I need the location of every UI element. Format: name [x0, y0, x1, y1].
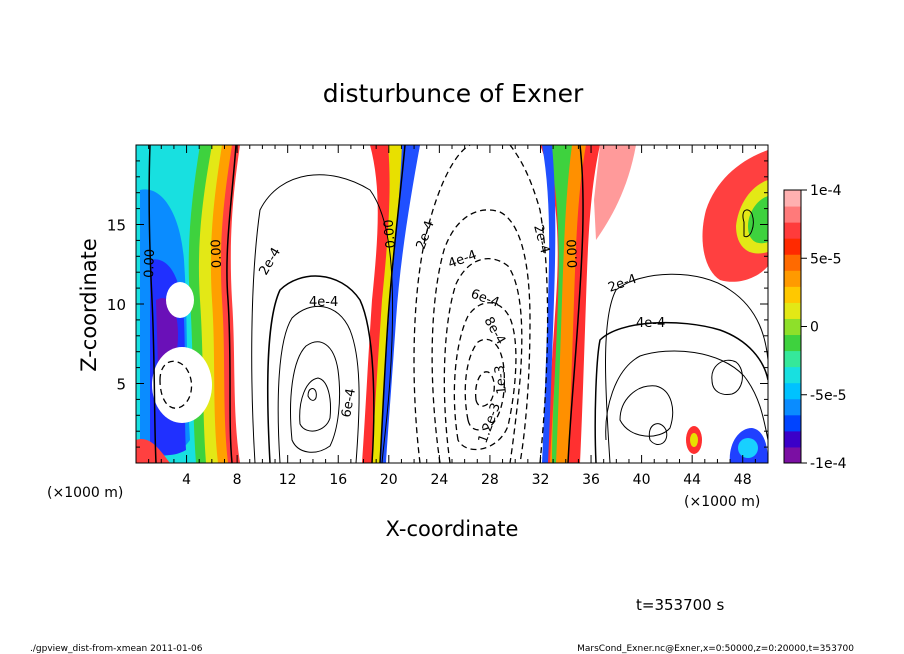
field-spot-right-yellow — [690, 433, 698, 447]
colorbar-swatch — [784, 206, 801, 223]
contour-lines-dashed — [159, 145, 549, 463]
colorbar-swatch — [784, 254, 801, 271]
colorbar-swatch — [784, 446, 801, 464]
colorbar-swatch — [784, 286, 801, 303]
field-left-white-blob-upper — [166, 282, 194, 318]
colorbar-swatch — [784, 430, 801, 448]
colorbar-swatch — [784, 302, 801, 319]
colorbar — [784, 190, 801, 464]
contour-label: 6e-4 — [339, 387, 359, 418]
contour-label: 2e-4 — [530, 223, 552, 255]
colorbar-swatch — [784, 238, 801, 255]
field-blob-right-upper-green — [748, 196, 768, 244]
x-tick-label: 48 — [734, 472, 752, 488]
field-stripe-center-right-green — [548, 145, 572, 463]
x-tick-label: 40 — [633, 472, 651, 488]
contour-lines-solid — [148, 145, 768, 463]
x-axis-unit-right: (×1000 m) — [684, 494, 760, 510]
colorbar-swatch — [784, 382, 801, 400]
contour-label: 0.00 — [142, 249, 158, 278]
x-tick-label: 36 — [582, 472, 600, 488]
colorbar-swatch — [784, 350, 801, 368]
x-tick-label: 24 — [430, 472, 448, 488]
colorbar-swatch — [784, 190, 801, 207]
x-axis-label: X-coordinate — [386, 517, 519, 541]
y-tick-label: 10 — [107, 296, 126, 314]
field-stripe-center-right-pink — [594, 145, 636, 240]
y-tick-labels: 5 10 15 — [107, 217, 126, 394]
field-spot-right-cyan — [738, 438, 758, 458]
colorbar-tick-label: 5e-5 — [810, 251, 841, 267]
colorbar-swatch — [784, 398, 801, 416]
colorbar-swatch — [784, 366, 801, 384]
plot-field: 0.00 0.00 0.00 0.00 2e-4 4e-4 6e-4 2e-4 … — [136, 145, 768, 463]
colorbar-tick-label: 0 — [810, 320, 819, 336]
contour-label: 0.00 — [565, 239, 581, 268]
contour-label: 4e-4 — [636, 316, 665, 331]
time-label: t=353700 s — [636, 596, 724, 614]
colorbar-swatch — [784, 334, 801, 352]
footer-left: ./gpview_dist-from-xmean 2011-01-06 — [30, 644, 203, 654]
field-stripe-center-right-blue — [542, 145, 556, 463]
y-tick-label: 15 — [107, 217, 126, 235]
x-tick-label: 12 — [279, 472, 297, 488]
x-tick-label: 4 — [182, 472, 191, 488]
x-tick-label: 16 — [329, 472, 347, 488]
contour-label: 0.00 — [209, 239, 225, 268]
field-band-left-bottom — [136, 439, 170, 463]
colorbar-swatch — [784, 270, 801, 287]
colorbar-ticks: 1e-4 5e-5 0 -5e-5 -1e-4 — [801, 183, 847, 472]
contour-label-group: 0.00 0.00 0.00 0.00 2e-4 4e-4 6e-4 2e-4 … — [142, 219, 665, 446]
colorbar-swatch — [784, 222, 801, 239]
colorbar-tick-label: -1e-4 — [810, 456, 847, 472]
x-tick-label: 28 — [481, 472, 499, 488]
chart-title: disturbunce of Exner — [323, 79, 584, 108]
x-tick-label: 44 — [683, 472, 701, 488]
footer-right: MarsCond_Exner.nc@Exner,x=0:50000,z=0:20… — [577, 644, 854, 654]
x-tick-label: 8 — [233, 472, 242, 488]
field-stripe-center-right-orange — [544, 145, 586, 463]
contour-label: 0.00 — [382, 219, 399, 249]
colorbar-tick-label: -5e-5 — [810, 388, 847, 404]
x-tick-label: 32 — [532, 472, 550, 488]
y-tick-label: 5 — [116, 376, 126, 394]
colorbar-swatch — [784, 414, 801, 432]
axes-ticks — [136, 145, 768, 463]
colorbar-tick-label: 1e-4 — [810, 183, 842, 199]
x-tick-label: 20 — [380, 472, 398, 488]
contour-label: 4e-4 — [309, 295, 338, 310]
field-stripe-center-left-yellow — [372, 145, 414, 463]
field-left-white-blob-lower — [152, 347, 212, 423]
x-tick-labels: 4 8 12 16 20 24 28 32 36 40 44 48 — [182, 472, 752, 488]
plot-background — [136, 145, 768, 463]
x-axis-unit-left: (×1000 m) — [47, 485, 123, 501]
contour-label: 1e-3 — [492, 365, 509, 395]
y-axis-label: Z-coordinate — [77, 238, 101, 372]
colorbar-swatch — [784, 318, 801, 336]
